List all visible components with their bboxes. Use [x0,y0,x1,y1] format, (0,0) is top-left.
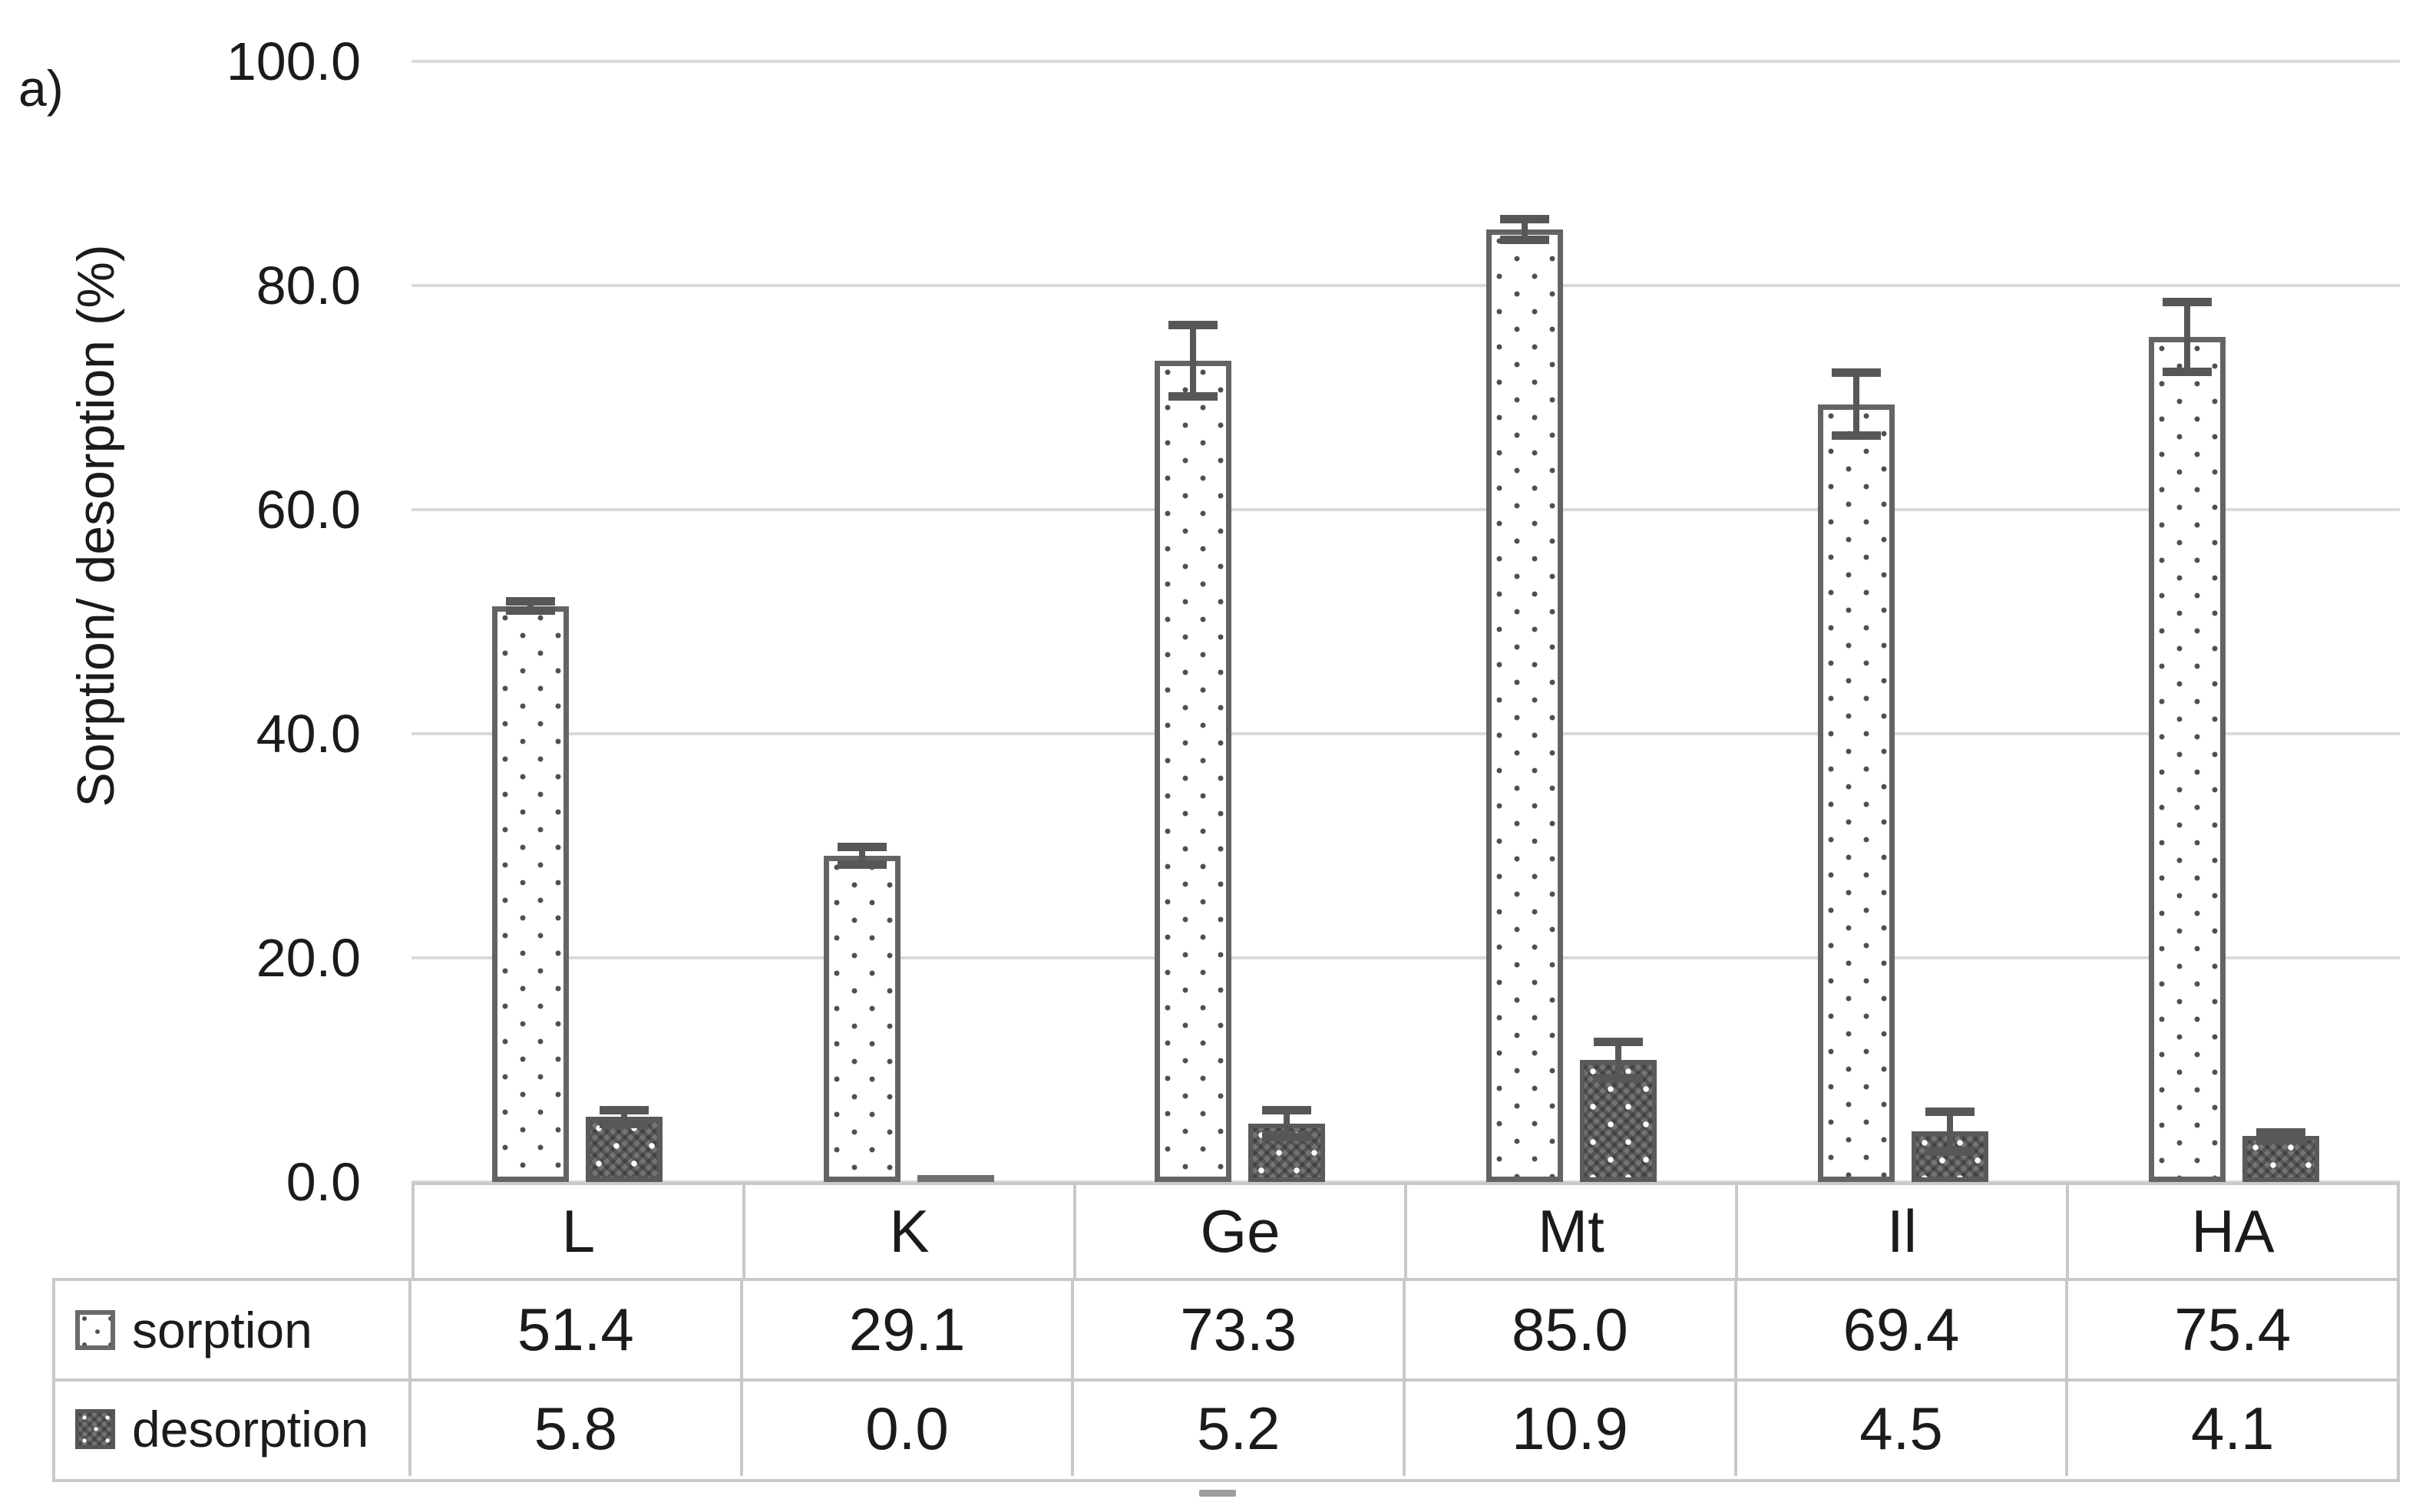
value-cell-sorption-L: 51.4 [517,1296,634,1363]
error-bar-cap-bottom [599,1119,649,1128]
error-bar-cap-top [505,597,555,606]
y-tick-label: 60.0 [256,480,361,540]
value-cell-sorption-HA: 75.4 [2065,1281,2397,1378]
category-header-cell-HA: HA [2066,1185,2397,1278]
error-bar-whisker [858,846,865,867]
category-header-cell-L: L [561,1197,596,1265]
y-tick-label: 80.0 [256,256,361,315]
error-bar-whisker [527,600,534,612]
bar-sorption-Il [1817,404,1895,1182]
table-row-desorption: desorption 5.8 0.0 5.2 10.9 4.5 4.1 [55,1378,2397,1476]
panel-label: a) [18,60,64,117]
error-bar-cap-top [2256,1128,2306,1137]
error-bar-cap-bottom [1831,431,1881,441]
value-cell-sorption-Mt: 85.0 [1403,1281,1734,1378]
value-cell-desorption-HA: 4.1 [2065,1382,2397,1476]
gridline [411,956,2400,959]
value-cell-desorption-Mt: 10.9 [1403,1382,1734,1476]
y-tick-label: 20.0 [256,928,361,988]
gridline [411,284,2400,287]
bar-desorption-L [585,1117,663,1182]
error-bar-cap-top [1262,1106,1312,1115]
error-bar-cap-bottom [837,860,887,870]
bar-sorption-HA [2149,337,2226,1182]
error-bar-whisker [2184,301,2191,373]
value-cell-desorption-Il: 4.5 [1733,1382,2066,1476]
error-bar-cap-bottom [1593,1073,1643,1082]
value-cell-sorption-K: 29.1 [739,1281,1072,1378]
error-bar-whisker [1521,218,1528,241]
bar-sorption-Mt [1485,229,1563,1182]
category-header-cell-K: K [742,1185,1073,1278]
legend-label-desorption: desorption [132,1400,369,1458]
sorption-swatch-icon [75,1309,115,1350]
value-cell-sorption-Ge: 73.3 [1071,1281,1403,1378]
category-header-cell-Il: Il [1735,1185,2066,1278]
value-cell-desorption-Ge: 5.2 [1071,1382,1403,1476]
error-bar-whisker [620,1109,627,1125]
error-bar-whisker [1284,1109,1291,1139]
error-bar-cap-top [599,1106,649,1115]
error-bar-cap-top [2163,298,2213,307]
error-bar-cap-bottom [505,606,555,615]
error-bar-cap-bottom [1168,392,1218,401]
error-bar-cap-bottom [1262,1133,1312,1142]
error-bar-cap-top [1925,1107,1975,1116]
value-cell-desorption-L: 5.8 [534,1395,618,1462]
legend-label-sorption: sorption [132,1301,312,1358]
data-table-body: sorption 51.4 29.1 73.3 85.0 69.4 75.4 desorpti… [52,1278,2400,1482]
error-bar-cap-top [1831,368,1881,378]
value-cell-sorption-Il: 69.4 [1733,1281,2066,1378]
error-bar-cap-top [1593,1038,1643,1047]
error-bar-cap-top [1499,215,1549,224]
error-bar-cap-top [1168,320,1218,329]
y-tick-label: 100.0 [226,31,361,91]
gridline [411,60,2400,63]
legend-cell-desorption: desorption [55,1382,411,1476]
error-bar-whisker [1190,323,1197,398]
category-header-cell-Mt: Mt [1404,1185,1735,1278]
category-header-cell-Ge: Ge [1073,1185,1404,1278]
desorption-swatch-icon [75,1408,115,1449]
bar-sorption-K [823,856,901,1182]
error-bar-cap-bottom [1925,1147,1975,1157]
gridline [411,508,2400,511]
bar-sorption-Ge [1155,360,1232,1182]
y-tick-label: 0.0 [286,1152,361,1212]
error-bar-whisker [1852,371,1859,437]
table-row-sorption: sorption 51.4 29.1 73.3 85.0 69.4 75.4 [55,1281,2397,1378]
bar-desorption-K [917,1175,994,1182]
error-bar-cap-bottom [2256,1134,2306,1144]
error-bar-cap-bottom [2163,367,2213,376]
error-bar-cap-bottom [1499,235,1549,244]
value-cell-desorption-K: 0.0 [739,1382,1072,1476]
gridline [411,732,2400,735]
category-header-row: L K Ge Mt Il HA [411,1182,2400,1281]
bar-sorption-L [491,606,569,1182]
plot-area [411,60,2400,1184]
error-bar-whisker [1614,1041,1621,1079]
chart-handle-dash [1199,1490,1236,1497]
legend-cell-sorption: sorption [55,1281,411,1378]
error-bar-cap-top [837,843,887,851]
error-bar-whisker [1946,1110,1953,1154]
y-tick-label: 40.0 [256,704,361,764]
